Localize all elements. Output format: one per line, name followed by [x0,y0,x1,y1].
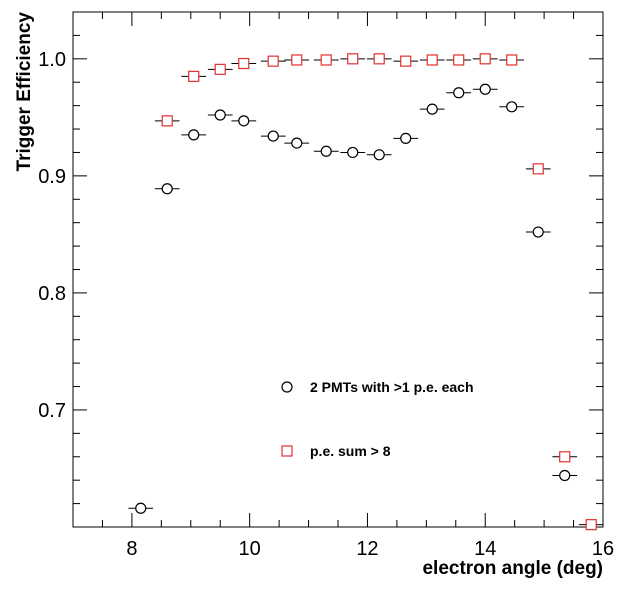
series-2 [154,53,603,531]
data-point-square [532,163,544,175]
data-point-circle [559,469,571,482]
data-series [128,53,603,531]
y-tick-label: 0.9 [38,166,66,188]
data-point-circle [479,83,491,95]
data-point-square [188,70,200,82]
axis-tick-labels: 8 10 12 14 16 0.7 0.8 0.9 1.0 [38,49,614,560]
legend-marker-square [281,445,293,457]
data-point-circle [267,130,279,142]
data-point-square [161,115,173,127]
x-tick-label: 8 [126,538,137,560]
data-point-square [479,53,491,65]
data-point-square [238,57,250,70]
x-tick-label: 14 [474,538,496,560]
data-point-square [320,54,332,66]
data-point-circle [238,115,250,127]
data-point-square [373,53,385,65]
legend: 2 PMTs with >1 p.e. each p.e. sum > 8 [281,379,474,459]
data-point-circle [347,146,359,159]
data-point-circle [453,87,465,99]
data-point-circle [214,109,226,121]
y-tick-label: 0.8 [38,283,66,305]
data-point-square [426,54,438,66]
data-point-circle [400,132,412,145]
legend-label-circles: 2 PMTs with >1 p.e. each [310,379,474,395]
series-1 [128,83,578,514]
x-tick-label: 12 [356,538,378,560]
data-point-square [214,63,226,75]
data-point-circle [532,226,544,238]
data-point-circle [320,145,332,157]
x-tick-label: 16 [592,538,614,560]
legend-label-squares: p.e. sum > 8 [310,443,391,459]
x-tick-label: 10 [239,538,261,560]
x-axis-title: electron angle (deg) [422,558,603,579]
data-point-square [347,53,359,65]
data-point-circle [161,183,173,195]
y-tick-label: 0.7 [38,400,66,422]
data-point-square [291,54,303,66]
data-point-circle [135,502,147,514]
axis-ticks [72,11,604,528]
data-point-square [400,55,412,67]
data-point-square [585,519,597,531]
data-point-circle [426,103,438,115]
legend-marker-circle [281,381,293,393]
data-point-circle [373,149,385,161]
data-point-circle [291,137,303,149]
data-point-square [559,451,571,463]
data-point-circle [188,129,200,141]
data-point-square [267,55,279,67]
data-point-square [506,54,518,66]
data-point-square [453,54,465,66]
y-tick-label: 1.0 [38,49,66,71]
data-point-circle [506,101,518,113]
y-axis-title: Trigger Efficiency [14,12,35,172]
